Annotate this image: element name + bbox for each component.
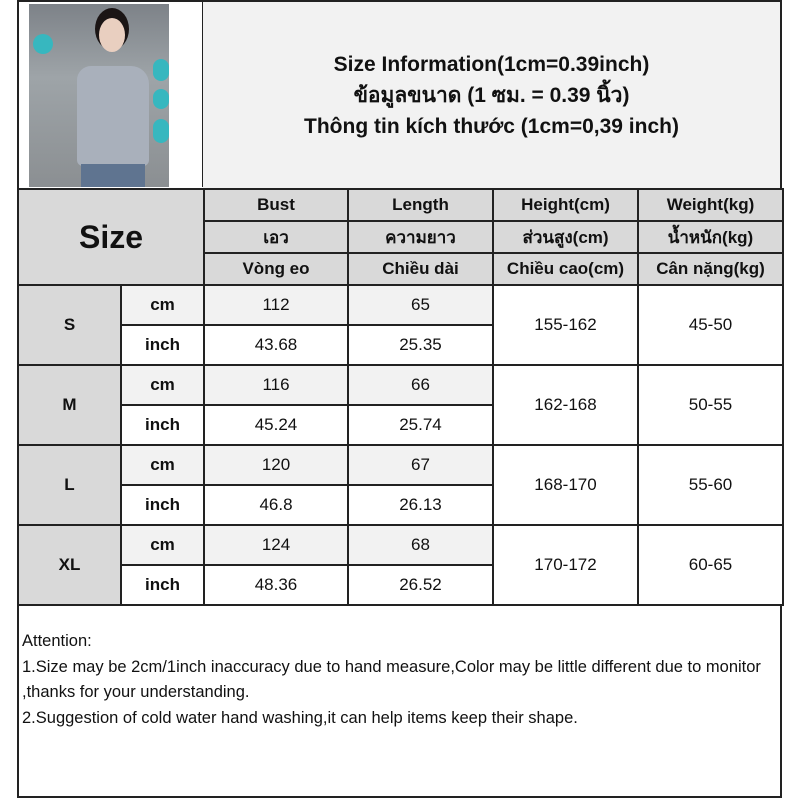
bust-cm: 112 — [203, 284, 349, 326]
unit-cm: cm — [120, 284, 205, 326]
unit-inch: inch — [120, 324, 205, 366]
height-range: 162-168 — [492, 364, 639, 446]
size-label: L — [17, 444, 122, 526]
table-row-cm: XL cm 124 68 170-172 60-65 — [17, 524, 784, 606]
weight-range: 45-50 — [637, 284, 784, 366]
table-row-inch: inch 48.36 26.52 — [18, 564, 783, 606]
header-weight-vi: Cân nặng(kg) — [637, 252, 784, 286]
length-cm: 67 — [347, 444, 494, 486]
unit-cm: cm — [120, 524, 205, 566]
bust-cm: 124 — [203, 524, 349, 566]
attention-notes: Attention: 1.Size may be 2cm/1inch inacc… — [19, 627, 780, 796]
header-height-thai: ส่วนสูง(cm) — [492, 220, 639, 254]
bust-cm: 120 — [203, 444, 349, 486]
header-length-thai: ความยาว — [347, 220, 494, 254]
weight-range: 50-55 — [637, 364, 784, 446]
size-label: XL — [17, 524, 122, 606]
bust-inch: 45.24 — [203, 404, 349, 446]
table-row-inch: inch 46.8 26.13 — [18, 484, 783, 526]
bust-inch: 48.36 — [203, 564, 349, 606]
header-height-vi: Chiều cao(cm) — [492, 252, 639, 286]
unit-inch: inch — [120, 404, 205, 446]
weight-range: 60-65 — [637, 524, 784, 606]
length-cm: 66 — [347, 364, 494, 406]
table-row-inch: inch 45.24 25.74 — [18, 404, 783, 446]
unit-cm: cm — [120, 364, 205, 406]
bust-cm: 116 — [203, 364, 349, 406]
title-thai: ข้อมูลขนาด (1 ซม. = 0.39 นิ้ว) — [353, 83, 630, 107]
bust-inch: 46.8 — [203, 484, 349, 526]
header-weight-thai: น้ำหนัก(kg) — [637, 220, 784, 254]
note-item: 1.Size may be 2cm/1inch inaccuracy due t… — [22, 657, 761, 702]
note-item: 2.Suggestion of cold water hand washing,… — [22, 708, 578, 727]
product-photo — [19, 2, 204, 187]
header-bust-thai: เอว — [203, 220, 349, 254]
length-inch: 25.74 — [347, 404, 494, 446]
size-header: Size — [17, 188, 205, 286]
length-cm: 65 — [347, 284, 494, 326]
weight-range: 55-60 — [637, 444, 784, 526]
header-bust: Bust — [203, 188, 349, 222]
length-cm: 68 — [347, 524, 494, 566]
table-row-inch: inch 43.68 25.35 — [18, 324, 783, 366]
header-length-vi: Chiều dài — [347, 252, 494, 286]
length-inch: 25.35 — [347, 324, 494, 366]
header-weight: Weight(kg) — [637, 188, 784, 222]
header-height: Height(cm) — [492, 188, 639, 222]
bust-inch: 43.68 — [203, 324, 349, 366]
length-inch: 26.52 — [347, 564, 494, 606]
size-table: Size Bust Length Height(cm) Weight(kg) เ… — [17, 188, 784, 606]
header-bust-vi: Vòng eo — [203, 252, 349, 286]
size-label: S — [17, 284, 122, 366]
title-vietnamese: Thông tin kích thước (1cm=0,39 inch) — [304, 114, 679, 138]
unit-cm: cm — [120, 444, 205, 486]
model-image — [29, 4, 169, 187]
height-range: 155-162 — [492, 284, 639, 366]
unit-inch: inch — [120, 484, 205, 526]
title-english: Size Information(1cm=0.39inch) — [333, 52, 650, 76]
length-inch: 26.13 — [347, 484, 494, 526]
notes-heading: Attention: — [22, 632, 92, 650]
height-range: 170-172 — [492, 524, 639, 606]
size-information-title: Size Information(1cm=0.39inch) ข้อมูลขนา… — [203, 2, 780, 188]
unit-inch: inch — [120, 564, 205, 606]
size-label: M — [17, 364, 122, 446]
height-range: 168-170 — [492, 444, 639, 526]
header-length: Length — [347, 188, 494, 222]
